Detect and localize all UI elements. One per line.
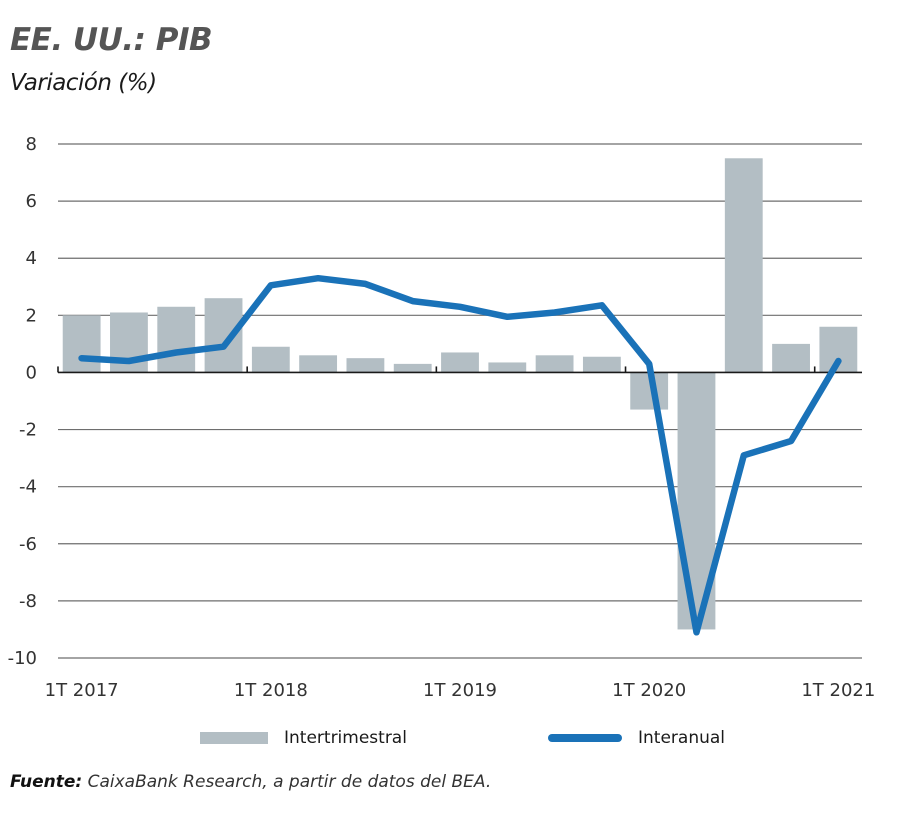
line-interanual bbox=[78, 274, 842, 636]
source-note: Fuente: CaixaBank Research, a partir de … bbox=[10, 772, 491, 792]
source-label: Fuente: bbox=[10, 772, 83, 792]
bar bbox=[299, 355, 338, 373]
legend-swatch-line bbox=[548, 734, 622, 742]
y-axis-labels: 8 6 4 2 0 -2 -4 -6 -8 -10 bbox=[8, 134, 37, 669]
legend-item-intertrimestral: Intertrimestral bbox=[200, 728, 407, 748]
legend: Intertrimestral Interanual bbox=[0, 722, 900, 750]
bar bbox=[62, 315, 101, 373]
legend-label: Intertrimestral bbox=[284, 728, 407, 748]
y-tick-label: 4 bbox=[26, 248, 37, 269]
y-tick-label: -6 bbox=[19, 534, 37, 555]
bar bbox=[488, 362, 527, 373]
x-tick-label: 1T 2021 bbox=[801, 680, 875, 701]
bar bbox=[251, 346, 290, 373]
y-tick-label: -4 bbox=[19, 477, 37, 498]
y-tick-label: 8 bbox=[26, 134, 37, 155]
bar bbox=[535, 355, 574, 373]
bar bbox=[772, 343, 810, 373]
legend-item-interanual: Interanual bbox=[548, 728, 725, 748]
y-tick-label: -10 bbox=[8, 648, 37, 669]
x-tick-label: 1T 2020 bbox=[612, 680, 686, 701]
y-tick-label: -2 bbox=[19, 420, 37, 441]
x-axis bbox=[57, 366, 862, 374]
legend-label: Interanual bbox=[638, 728, 726, 748]
x-tick-label: 1T 2018 bbox=[234, 680, 308, 701]
bar bbox=[724, 158, 763, 373]
source-text: CaixaBank Research, a partir de datos de… bbox=[87, 772, 492, 792]
y-tick-label: 6 bbox=[26, 191, 37, 212]
y-tick-label: 0 bbox=[26, 362, 37, 383]
bars-intertrimestral bbox=[62, 158, 858, 630]
x-axis-labels: 1T 2017 1T 2018 1T 2019 1T 2020 1T 2021 bbox=[45, 680, 876, 701]
bar bbox=[582, 356, 621, 373]
bar bbox=[393, 363, 432, 373]
y-tick-label: 2 bbox=[26, 305, 37, 326]
bar bbox=[204, 298, 243, 373]
bar bbox=[441, 352, 479, 373]
bar bbox=[346, 358, 385, 373]
legend-swatch-bar bbox=[200, 732, 268, 744]
chart-subtitle: Variación (%) bbox=[10, 70, 157, 96]
bar bbox=[157, 306, 196, 373]
x-tick-label: 1T 2017 bbox=[45, 680, 119, 701]
y-tick-label: -8 bbox=[19, 591, 37, 612]
x-tick-label: 1T 2019 bbox=[423, 680, 497, 701]
chart-title: EE. UU.: PIB bbox=[10, 22, 213, 58]
